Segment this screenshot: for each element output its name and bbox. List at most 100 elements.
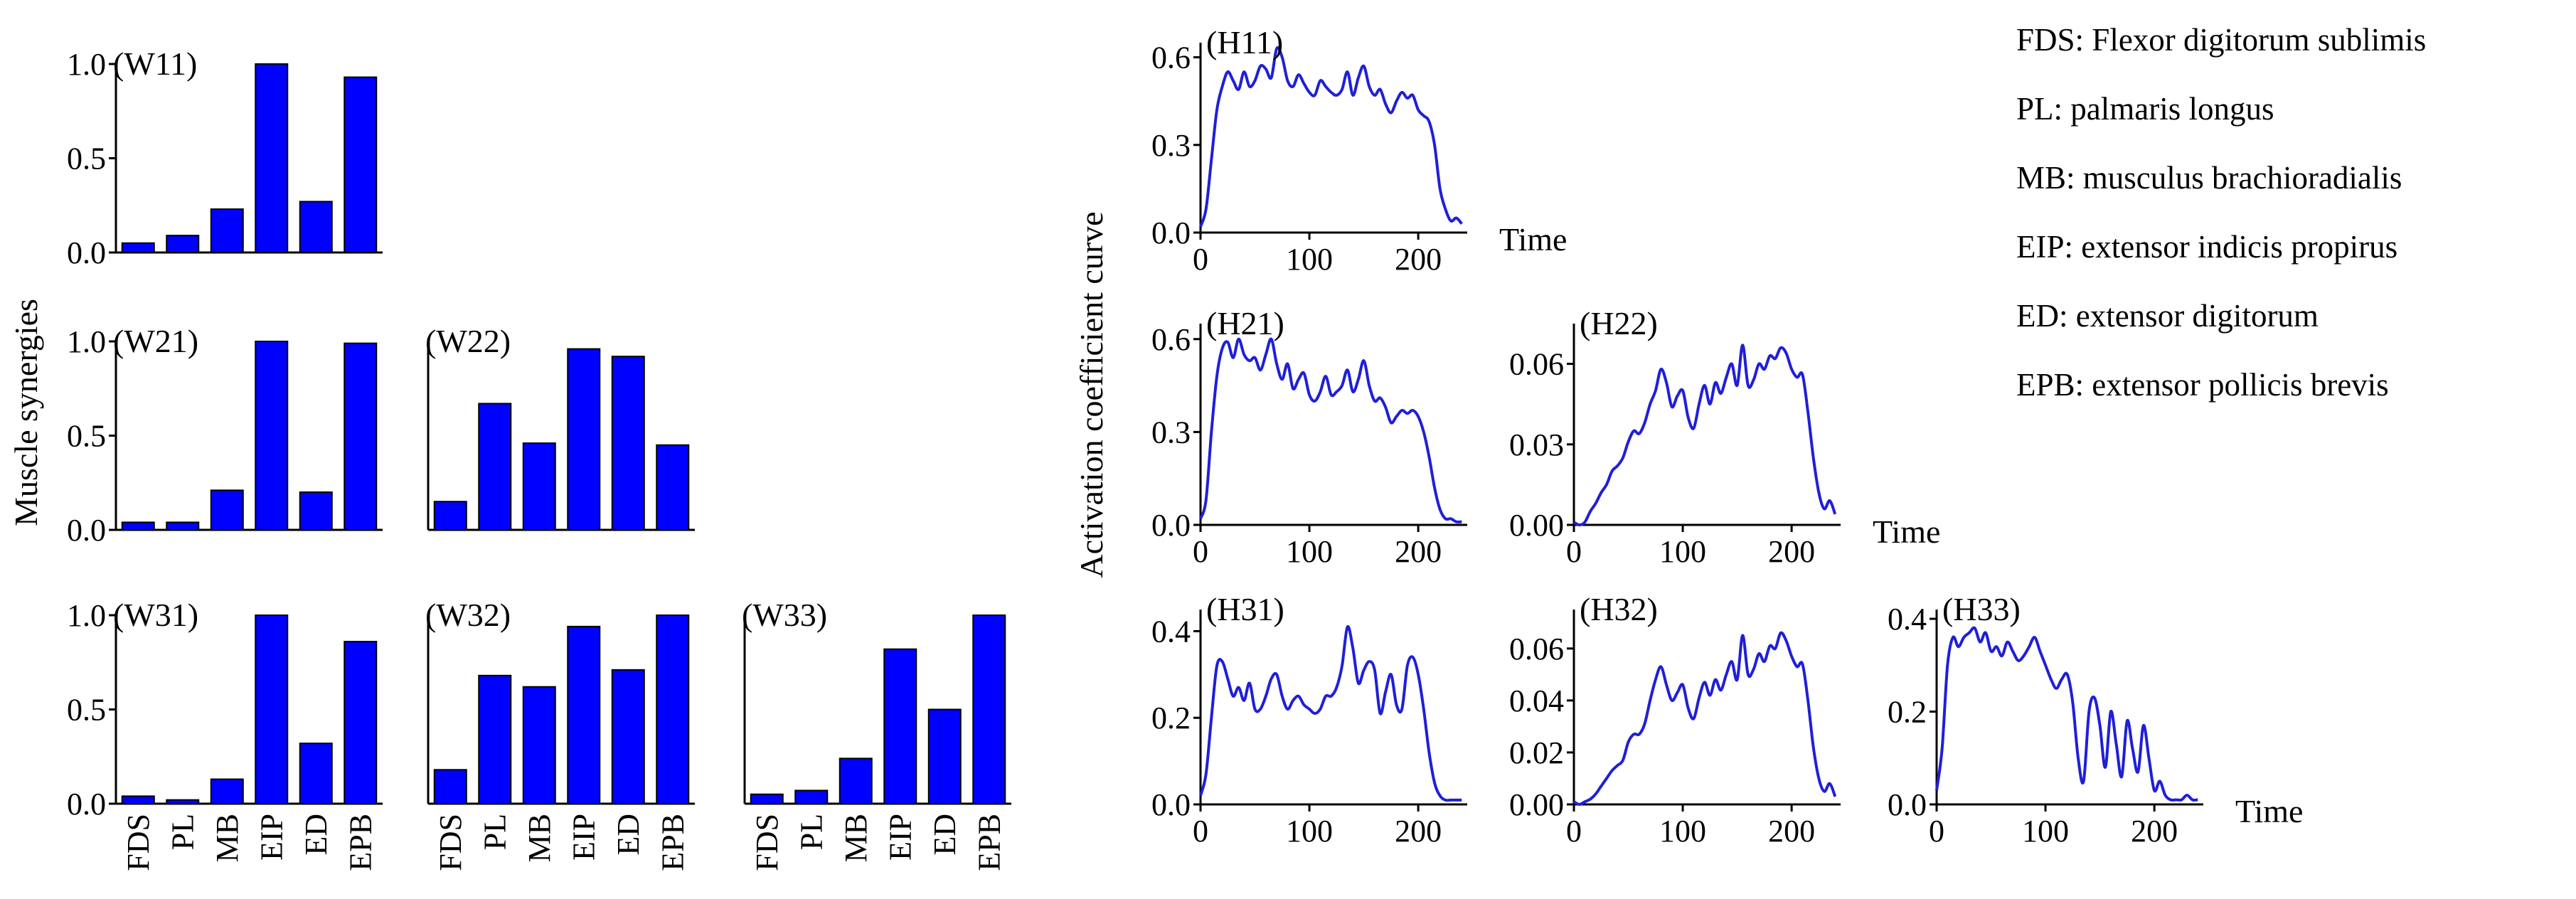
x-tick-label: EPB xyxy=(343,814,378,871)
x-tick-label: EIP xyxy=(254,814,289,861)
bar-ed xyxy=(927,708,962,804)
x-tick-label: 200 xyxy=(1395,242,1442,277)
x-tick-label: 100 xyxy=(1286,814,1333,849)
panel-title: (W11) xyxy=(113,46,197,82)
bar-epb xyxy=(656,444,690,531)
panel-title: (H11) xyxy=(1206,24,1283,60)
y-tick-label: 0.0 xyxy=(1888,787,1927,822)
y-tick-label: 0.0 xyxy=(67,787,106,821)
y-tick-label: 0.03 xyxy=(1509,427,1564,462)
y-tick-label: 1.0 xyxy=(67,47,106,82)
bar-ed xyxy=(611,356,645,531)
panel-h22: 0.00 0.03 0.06 0 100 200 Time (H22) xyxy=(1509,305,1940,569)
x-tick-label: 100 xyxy=(1659,814,1706,849)
panel-title: (W21) xyxy=(113,323,198,359)
bar-pl xyxy=(166,521,200,531)
x-tick-label: 100 xyxy=(1659,534,1706,569)
bar-pl xyxy=(794,789,829,804)
panel-title: (H32) xyxy=(1580,591,1658,627)
x-tick-label: EPB xyxy=(972,814,1006,871)
y-tick-label: 0.0 xyxy=(67,513,106,548)
legend-item-eip: EIP: extensor indicis propirus xyxy=(2016,229,2398,265)
y-tick-label: 1.0 xyxy=(67,598,106,633)
panel-title: (H22) xyxy=(1580,305,1658,341)
panels: 0.00.51.0 (W11)0.00.51.0 (W21) (W22)FDS PL MB… xyxy=(67,24,2303,871)
x-axis-label: Time xyxy=(2235,793,2303,829)
x-tick-label: PL xyxy=(477,814,512,850)
bar-mb xyxy=(210,208,244,253)
legend-item-pl: PL: palmaris longus xyxy=(2016,91,2274,127)
x-tick-label: 200 xyxy=(1768,534,1815,569)
bar-ed xyxy=(299,201,333,254)
x-tick-label: 100 xyxy=(1286,534,1333,569)
panel-title: (W31) xyxy=(113,597,198,633)
legend-item-fds: FDS: Flexor digitorum sublimis xyxy=(2016,22,2427,58)
y-tick-label: 0.5 xyxy=(67,142,106,176)
bar-eip xyxy=(567,348,601,531)
activation-line xyxy=(1572,631,1837,807)
panel-title: (H33) xyxy=(1942,591,2021,627)
panel-h31: 0.0 0.2 0.4 0 100 200 (H31) xyxy=(1151,591,1467,849)
bar-epb xyxy=(656,615,690,804)
x-tick-label: FDS xyxy=(433,814,468,871)
bar-fds xyxy=(121,795,155,805)
x-axis-label: Time xyxy=(1499,221,1567,257)
muscle-legend: FDS: Flexor digitorum sublimis PL: palma… xyxy=(2016,21,2426,435)
x-tick-label: 0 xyxy=(1566,814,1582,849)
x-tick-label: MB xyxy=(210,814,245,862)
x-tick-label: 100 xyxy=(1286,242,1333,277)
x-tick-label: 200 xyxy=(1395,814,1442,849)
bar-pl xyxy=(478,403,512,531)
legend-item-ed: ED: extensor digitorum xyxy=(2016,298,2319,334)
x-tick-label: 200 xyxy=(1768,814,1815,849)
y-tick-label: 0.4 xyxy=(1888,602,1927,637)
y-tick-label: 0.04 xyxy=(1509,683,1564,718)
y-tick-label: 0.06 xyxy=(1509,632,1564,666)
panel-title: (H21) xyxy=(1206,305,1284,341)
bar-mb xyxy=(839,757,873,805)
x-tick-label: FDS xyxy=(750,814,784,871)
x-tick-label: 0 xyxy=(1566,534,1582,569)
left-ylabel: Muscle synergies xyxy=(8,299,44,526)
bar-fds xyxy=(750,793,784,804)
x-tick-label: EPB xyxy=(655,814,690,871)
x-tick-label: PL xyxy=(165,814,200,850)
y-tick-label: 0.3 xyxy=(1151,128,1191,163)
bar-eip xyxy=(255,63,289,253)
panel-w32: FDS PL MB EIP ED EPB (W32) xyxy=(425,597,695,871)
y-tick-label: 0.2 xyxy=(1888,695,1927,730)
panel-w33: FDS PL MB EIP ED EPB (W33) xyxy=(742,597,1011,871)
y-tick-label: 0.4 xyxy=(1151,614,1191,649)
y-tick-label: 0.5 xyxy=(67,693,106,728)
panel-title: (H31) xyxy=(1206,591,1284,627)
x-tick-label: 0 xyxy=(1929,814,1944,849)
x-tick-label: PL xyxy=(794,814,829,850)
bar-fds xyxy=(433,501,467,531)
panel-title: (W32) xyxy=(425,597,511,633)
x-tick-label: 200 xyxy=(2131,814,2178,849)
y-tick-label: 0.02 xyxy=(1509,735,1564,770)
y-tick-label: 0.6 xyxy=(1151,322,1191,357)
x-tick-label: 0 xyxy=(1193,242,1208,277)
x-tick-label: 0 xyxy=(1193,534,1208,569)
y-tick-label: 0.00 xyxy=(1509,787,1564,822)
activation-line xyxy=(1572,344,1837,527)
panel-h21: 0.0 0.3 0.6 0 100 200 (H21) xyxy=(1151,305,1467,569)
panel-w11: 0.0 0.5 1.0 (W11) xyxy=(67,46,383,270)
panel-w21: 0.0 0.5 1.0 (W21) xyxy=(67,323,383,548)
panel-title: (W33) xyxy=(742,597,827,633)
y-tick-label: 0.3 xyxy=(1151,415,1191,450)
x-axis-label: Time xyxy=(1873,514,1940,550)
bar-pl xyxy=(478,674,512,804)
bar-fds xyxy=(433,769,467,805)
y-tick-label: 1.0 xyxy=(67,324,106,359)
y-tick-label: 0.06 xyxy=(1509,347,1564,382)
y-tick-label: 0.0 xyxy=(1151,787,1191,822)
bar-ed xyxy=(299,491,333,531)
activation-line xyxy=(1935,626,2198,802)
bar-epb xyxy=(344,76,378,253)
y-tick-label: 0.0 xyxy=(67,235,106,270)
right-ylabel: Activation coefficient curve xyxy=(1073,211,1109,578)
x-tick-label: 0 xyxy=(1193,814,1208,849)
